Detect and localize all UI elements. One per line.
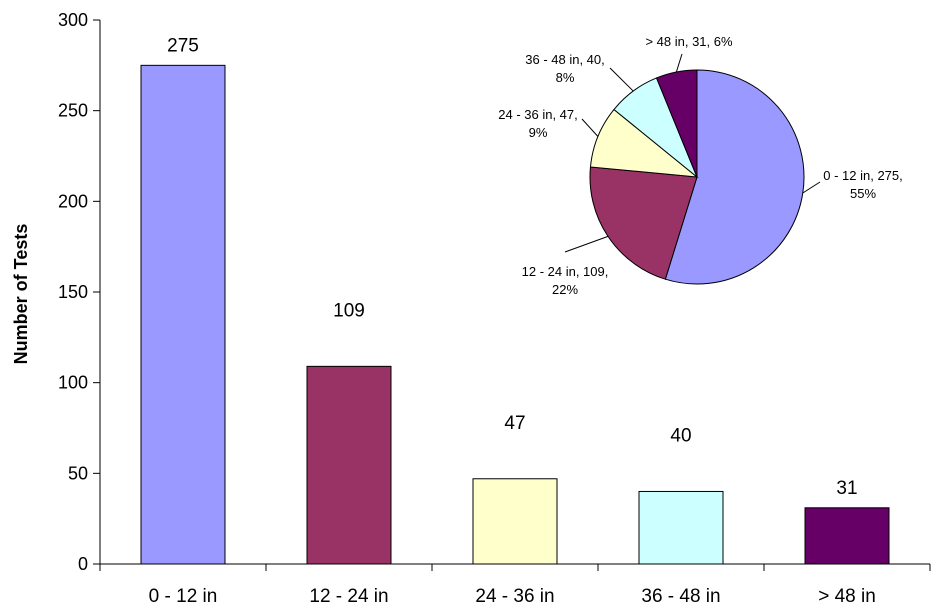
pie-chart: 0 - 12 in, 275, 55% 12 - 24 in, 109, 22% 24 … [498, 34, 903, 297]
pie-leader-line [675, 53, 683, 73]
bar-data-label: 31 [836, 478, 857, 499]
y-tick-label: 150 [58, 282, 88, 302]
x-tick-label: 12 - 24 in [309, 586, 388, 607]
x-tick-label: > 48 in [818, 586, 876, 607]
bar-data-label: 275 [167, 35, 199, 56]
y-tick-label: 300 [58, 10, 88, 30]
x-axis: 0 - 12 in 12 - 24 in 24 - 36 in 36 - 48 in >… [99, 563, 931, 607]
y-tick-label: 50 [68, 463, 88, 483]
bar [140, 64, 226, 565]
x-tick-label: 24 - 36 in [475, 586, 554, 607]
pie-slice-label: 8% [556, 70, 575, 85]
bar [472, 478, 558, 565]
bar [638, 490, 724, 565]
pie-slice-label: > 48 in, 31, 6% [645, 34, 733, 49]
pie-slice-label: 24 - 36 in, 47, [498, 107, 578, 122]
y-axis-title: Number of Tests [11, 224, 31, 365]
pie-slice-label: 12 - 24 in, 109, [522, 264, 609, 279]
y-tick-label: 100 [58, 373, 88, 393]
pie-slice-label: 9% [529, 125, 548, 140]
bar-data-label: 47 [504, 413, 525, 434]
pie-leader-line [564, 235, 609, 253]
pie-leader-line [802, 181, 821, 194]
pie-slice-label: 55% [850, 186, 876, 201]
pie-leader-line [581, 118, 599, 137]
pie-slice [655, 69, 698, 178]
bar-series: 275 109 47 40 31 [140, 35, 890, 565]
y-tick-label: 250 [58, 101, 88, 121]
x-tick-label: 0 - 12 in [149, 586, 218, 607]
bar [306, 365, 392, 565]
pie-leader-line [609, 67, 634, 92]
bar [804, 507, 890, 565]
pie-slice-label: 0 - 12 in, 275, [823, 168, 903, 183]
y-tick-label: 200 [58, 191, 88, 211]
y-tick-label: 0 [78, 554, 88, 574]
bar-data-label: 40 [670, 425, 691, 446]
y-axis: 0 50 100 150 200 250 300 [58, 10, 101, 574]
pie-slice [664, 69, 805, 285]
pie-slice [589, 166, 698, 280]
pie-slice-label: 36 - 48 in, 40, [525, 52, 605, 67]
pie-slice-label: 22% [552, 282, 578, 297]
x-tick-label: 36 - 48 in [641, 586, 720, 607]
bar-data-label: 109 [333, 300, 365, 321]
